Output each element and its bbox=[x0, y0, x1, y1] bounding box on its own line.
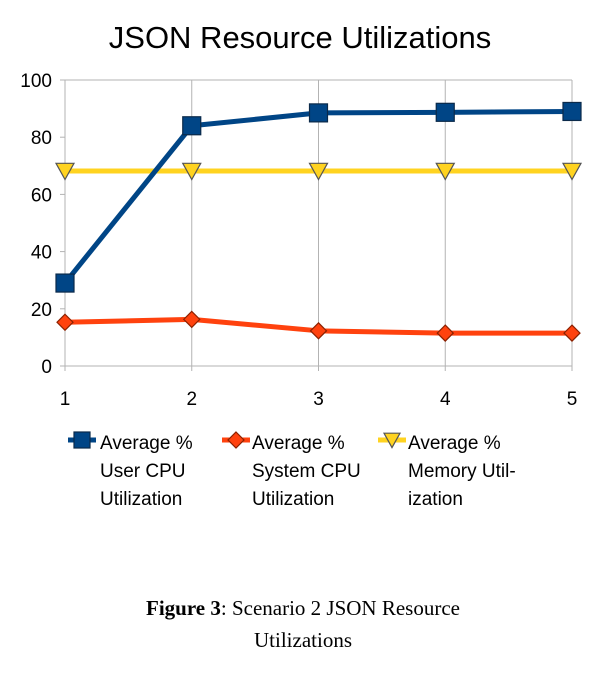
system-cpu-point-2 bbox=[182, 310, 201, 329]
legend-marker-user-cpu bbox=[73, 431, 91, 449]
x-tick-label-1: 1 bbox=[60, 389, 71, 410]
y-tick-label-60: 60 bbox=[31, 185, 52, 206]
x-tick-label-4: 4 bbox=[440, 389, 451, 410]
y-tick-label-40: 40 bbox=[31, 243, 52, 264]
figure-caption: Figure 3: Scenario 2 JSON Resource Utili… bbox=[40, 592, 566, 656]
legend: Average % User CPU Utilization Average % Sys… bbox=[68, 431, 516, 510]
chart-title: JSON Resource Utilizations bbox=[109, 20, 491, 55]
y-tick-label-0: 0 bbox=[41, 357, 52, 378]
system-cpu-point-1 bbox=[56, 313, 74, 332]
caption-label: Figure 3 bbox=[146, 596, 221, 620]
chart: JSON Resource Utilizations 0 20 40 60 80 100 1… bbox=[20, 20, 583, 510]
legend-marker-memory bbox=[382, 432, 402, 449]
memory-point-5 bbox=[561, 162, 583, 181]
memory-point-1 bbox=[54, 162, 76, 181]
user-cpu-point-3 bbox=[308, 103, 329, 123]
series-system-cpu bbox=[56, 310, 581, 342]
series-user-cpu bbox=[55, 101, 582, 293]
legend-entry-memory: Average % Memory Util-ization bbox=[378, 432, 516, 510]
x-tick-label-3: 3 bbox=[313, 389, 324, 410]
caption-line-1: Figure 3: Scenario 2 JSON Resource bbox=[40, 592, 566, 624]
legend-entry-user-cpu: Average % User CPU Utilization bbox=[68, 431, 193, 510]
memory-point-3 bbox=[308, 162, 329, 181]
legend-label-memory-line-1: Average % bbox=[408, 433, 501, 454]
caption-text: : Scenario 2 JSON Resource bbox=[220, 596, 460, 620]
user-cpu-point-1 bbox=[55, 273, 75, 293]
legend-label-system-cpu-line-2: System CPU bbox=[252, 461, 361, 482]
user-cpu-point-2 bbox=[182, 116, 202, 136]
series bbox=[54, 101, 583, 342]
legend-label-system-cpu-line-1: Average % bbox=[252, 433, 345, 454]
memory-point-4 bbox=[435, 162, 456, 181]
legend-label-memory-line-3: ization bbox=[408, 489, 463, 510]
legend-label-user-cpu-line-2: User CPU bbox=[100, 461, 186, 482]
x-tick-label-2: 2 bbox=[186, 389, 197, 410]
legend-label-memory-line-2: Memory Util- bbox=[408, 461, 516, 482]
legend-label-user-cpu-line-3: Utilization bbox=[100, 489, 182, 510]
caption-line-2: Utilizations bbox=[254, 628, 352, 652]
axes: 0 20 40 60 80 100 1 2 3 4 5 bbox=[20, 71, 577, 410]
legend-entry-system-cpu: Average % System CPU Utilization bbox=[222, 431, 361, 510]
series-memory bbox=[54, 162, 583, 181]
legend-label-user-cpu-line-1: Average % bbox=[100, 433, 193, 454]
system-cpu-point-5 bbox=[563, 324, 581, 342]
user-cpu-point-4 bbox=[435, 102, 455, 122]
y-tick-label-100: 100 bbox=[20, 71, 52, 92]
system-cpu-point-4 bbox=[436, 324, 455, 342]
user-cpu-point-5 bbox=[562, 101, 582, 122]
y-tick-label-20: 20 bbox=[31, 300, 52, 321]
legend-marker-system-cpu bbox=[227, 431, 245, 449]
legend-label-system-cpu-line-3: Utilization bbox=[252, 489, 334, 510]
x-tick-label-5: 5 bbox=[567, 389, 578, 410]
system-cpu-point-3 bbox=[309, 321, 328, 340]
y-tick-label-80: 80 bbox=[31, 128, 52, 149]
memory-point-2 bbox=[181, 162, 202, 181]
